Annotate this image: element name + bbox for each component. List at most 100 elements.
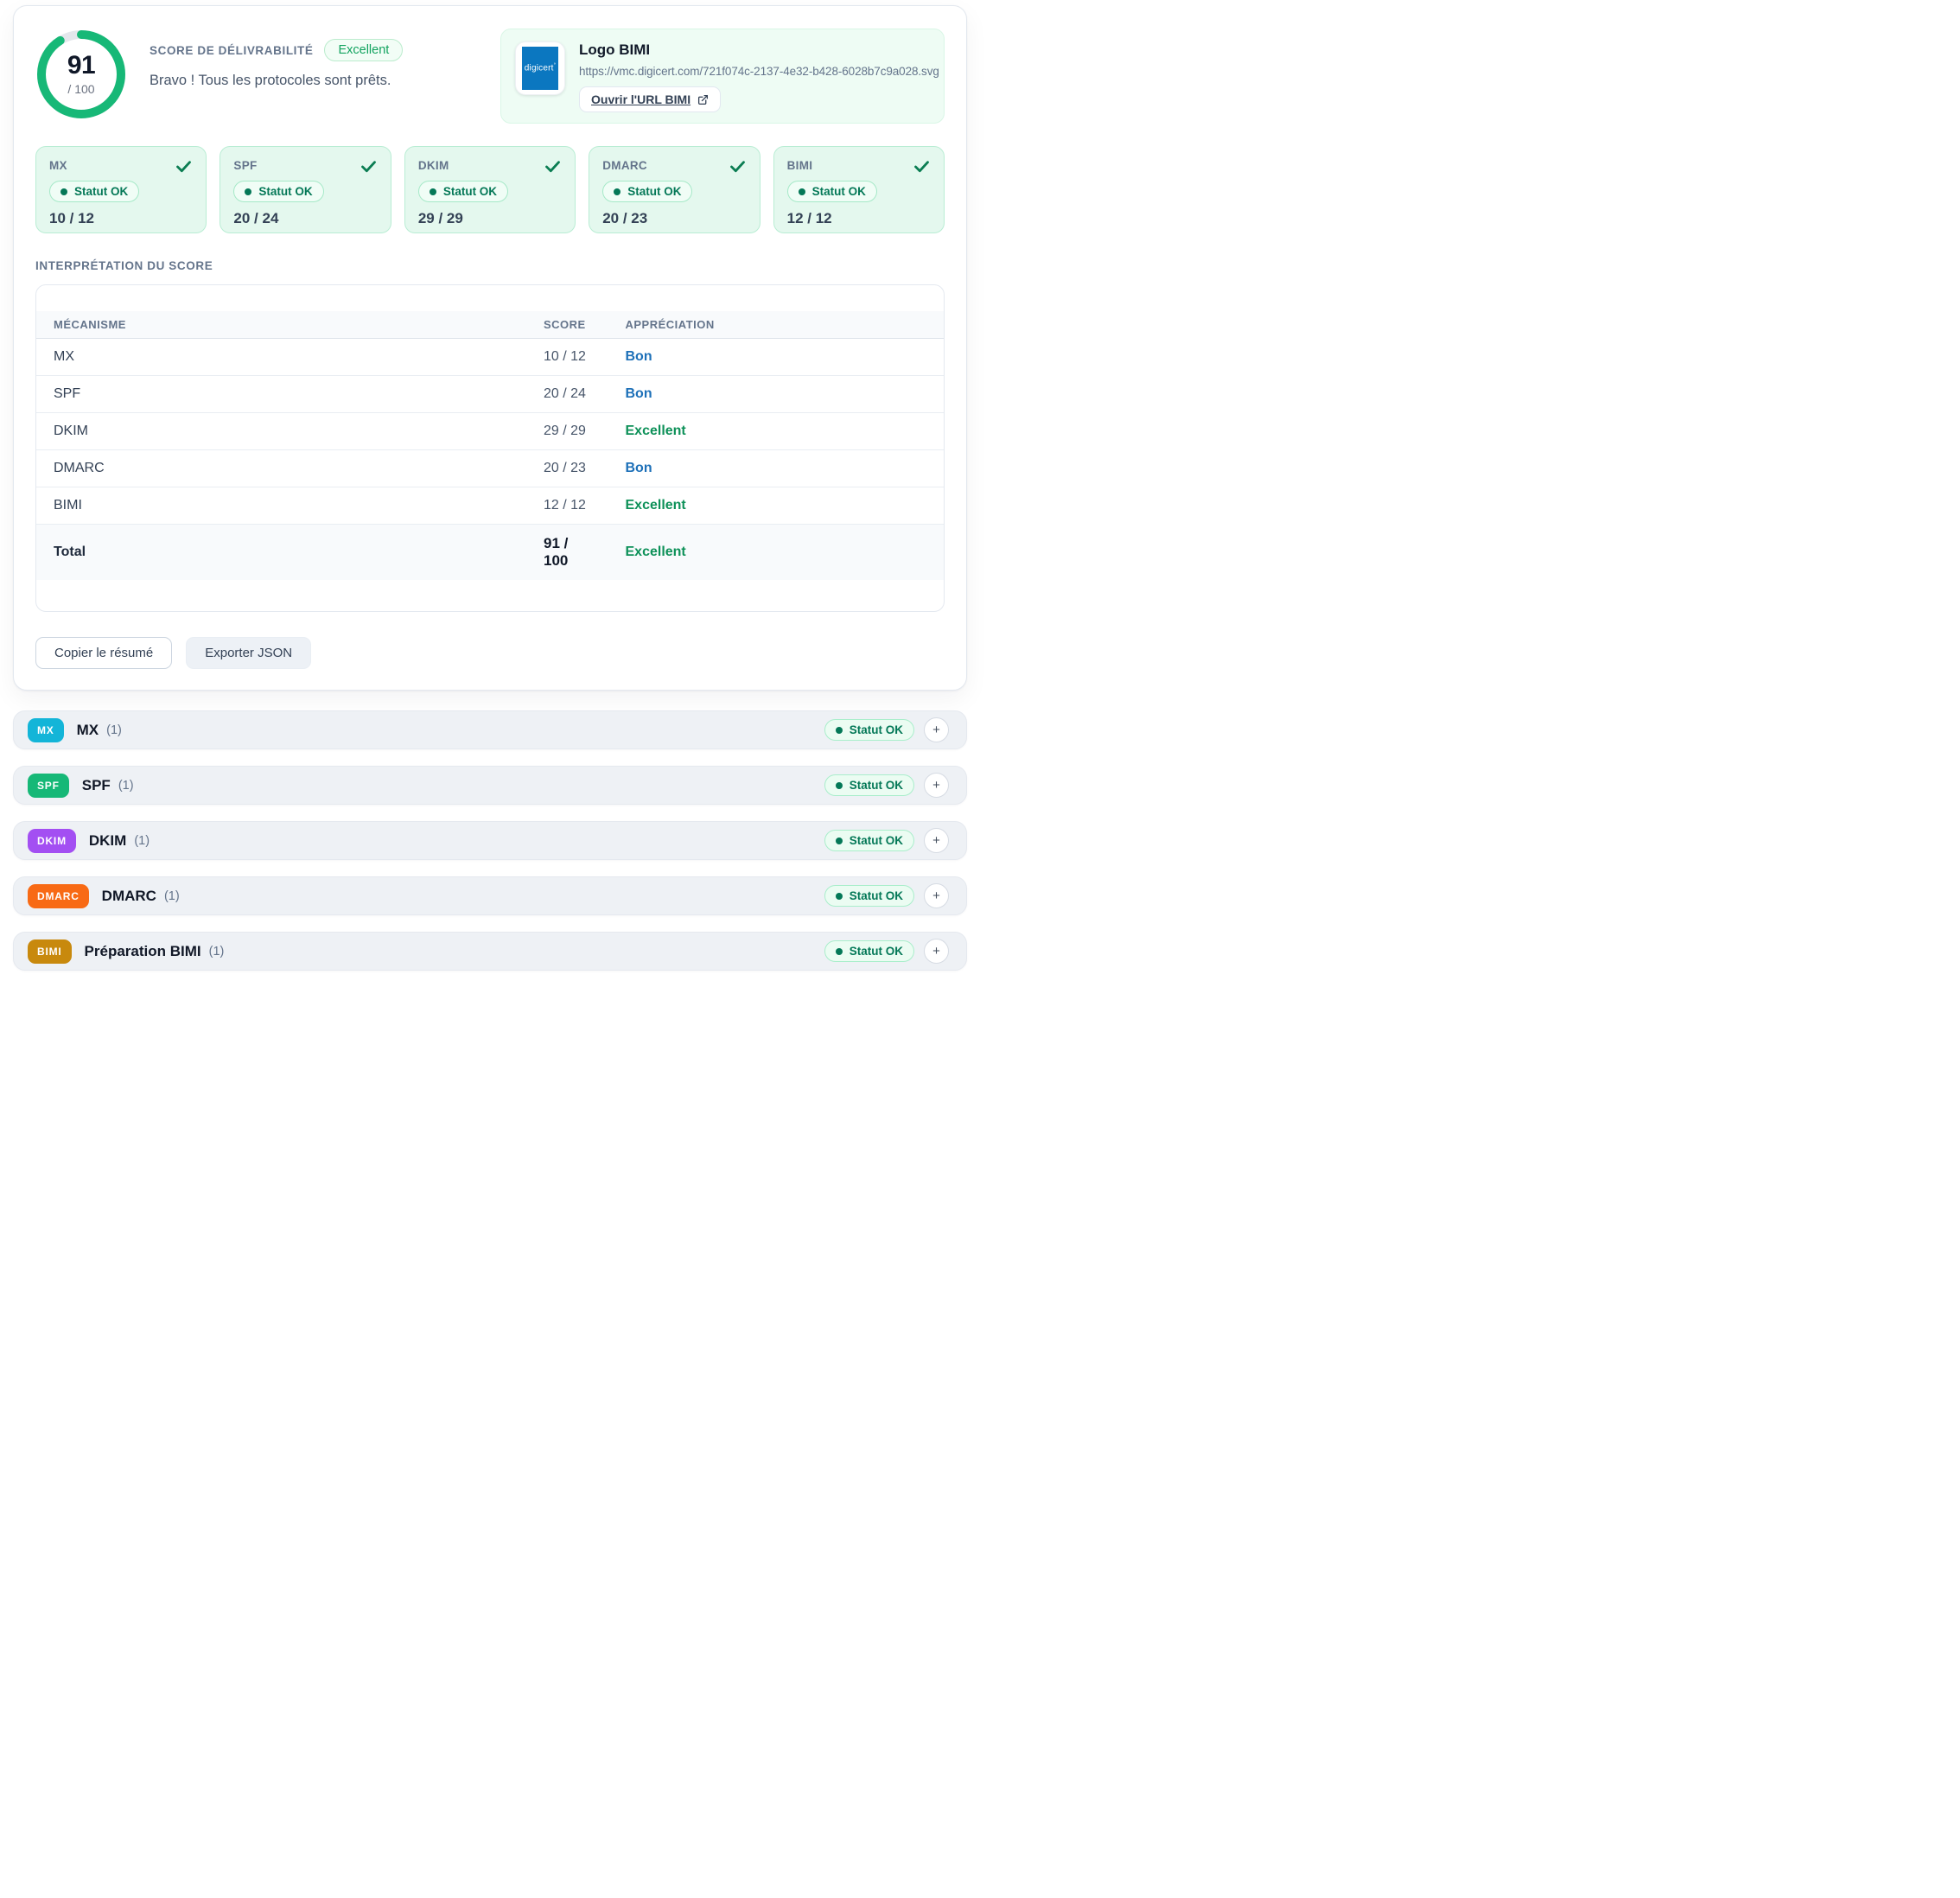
accordion-dmarc[interactable]: DMARC DMARC (1) Statut OK + (13, 876, 967, 915)
plus-icon: + (932, 778, 940, 793)
score-cell: 20 / 23 (526, 449, 608, 487)
appreciation-cell: Excellent (608, 487, 944, 525)
table-row: DKIM 29 / 29 Excellent (36, 412, 944, 450)
appreciation-cell: Bon (608, 338, 944, 376)
appreciation-cell: Excellent (608, 412, 944, 450)
status-ok-badge: Statut OK (602, 181, 693, 202)
accordion-count: (1) (208, 944, 225, 959)
mechanism-cell: DKIM (36, 412, 526, 450)
score-message: Bravo ! Tous les protocoles sont prêts. (150, 73, 391, 88)
interpretation-table: MÉCANISME SCORE APPRÉCIATION MX 10 / 12 … (36, 311, 944, 580)
score-title: SCORE DE DÉLIVRABILITÉ (150, 43, 314, 57)
accordion-dkim[interactable]: DKIM DKIM (1) Statut OK + (13, 821, 967, 860)
dmarc-tag-badge: DMARC (28, 883, 89, 908)
accordion-title: MX (76, 721, 99, 738)
status-card-dmarc: DMARC Statut OK 20 / 23 (589, 146, 760, 233)
interpretation-table-container: MÉCANISME SCORE APPRÉCIATION MX 10 / 12 … (35, 284, 945, 612)
status-card-score: 12 / 12 (786, 210, 832, 226)
protocol-accordions: MX MX (1) Statut OK + SPF SPF (1) Statut… (13, 710, 967, 971)
score-cell: 10 / 12 (526, 338, 608, 376)
accordion-spf[interactable]: SPF SPF (1) Statut OK + (13, 766, 967, 805)
status-dot-icon (835, 726, 843, 734)
column-score: SCORE (526, 311, 608, 339)
status-dot-icon (614, 188, 621, 195)
expand-button[interactable]: + (924, 773, 949, 798)
score-grade-badge: Excellent (324, 39, 404, 61)
accordion-count: (1) (118, 778, 134, 793)
check-icon (360, 157, 378, 175)
plus-icon: + (932, 944, 940, 959)
mechanism-cell: BIMI (36, 487, 526, 525)
accordion-bimi[interactable]: BIMI Préparation BIMI (1) Statut OK + (13, 932, 967, 971)
export-json-button[interactable]: Exporter JSON (186, 637, 312, 669)
bimi-title: Logo BIMI (579, 41, 651, 58)
column-mechanism: MÉCANISME (36, 311, 526, 339)
summary-actions: Copier le résumé Exporter JSON (35, 637, 945, 669)
accordion-mx[interactable]: MX MX (1) Statut OK + (13, 710, 967, 749)
bimi-info: Logo BIMI https://vmc.digicert.com/721f0… (579, 40, 939, 112)
check-icon (729, 157, 747, 175)
status-ok-badge: Statut OK (824, 774, 914, 796)
open-bimi-url-button[interactable]: Ouvrir l'URL BIMI (579, 86, 722, 112)
external-link-icon (697, 94, 709, 105)
copy-summary-button[interactable]: Copier le résumé (35, 637, 173, 669)
table-row: BIMI 12 / 12 Excellent (36, 487, 944, 525)
bimi-logo-card: digicert° Logo BIMI https://vmc.digicert… (500, 29, 945, 124)
check-icon (913, 157, 931, 175)
status-dot-icon (835, 947, 843, 955)
status-ok-badge: Statut OK (824, 830, 914, 851)
score-max: / 100 (67, 82, 95, 96)
score-ring-progress (37, 30, 125, 118)
status-card-score: 29 / 29 (417, 210, 463, 226)
protocol-status-cards: MX Statut OK 10 / 12 SPF Statut OK (35, 146, 945, 233)
deliverability-summary-card: 91 / 100 SCORE DE DÉLIVRABILITÉ Excellen… (13, 5, 967, 691)
spf-tag-badge: SPF (28, 773, 69, 798)
status-ok-badge: Statut OK (417, 181, 509, 202)
table-row: SPF 20 / 24 Bon (36, 375, 944, 413)
expand-button[interactable]: + (924, 883, 949, 908)
status-card-score: 10 / 12 (49, 210, 94, 226)
status-ok-badge: Statut OK (824, 719, 914, 741)
status-dot-icon (835, 892, 843, 900)
bimi-url: https://vmc.digicert.com/721f074c-2137-4… (579, 65, 939, 78)
accordion-count: (1) (134, 833, 150, 848)
digicert-logo: digicert° (522, 47, 558, 90)
status-ok-badge: Statut OK (49, 181, 140, 202)
accordion-count: (1) (106, 723, 122, 737)
table-header-row: MÉCANISME SCORE APPRÉCIATION (36, 311, 944, 339)
total-label-cell: Total (36, 524, 526, 580)
dkim-tag-badge: DKIM (28, 828, 76, 853)
status-card-mx: MX Statut OK 10 / 12 (35, 146, 207, 233)
expand-button[interactable]: + (924, 717, 949, 742)
status-ok-badge: Statut OK (233, 181, 324, 202)
mechanism-cell: MX (36, 338, 526, 376)
expand-button[interactable]: + (924, 828, 949, 853)
status-dot-icon (429, 188, 436, 195)
status-dot-icon (245, 188, 252, 195)
status-card-title: DKIM (417, 159, 449, 172)
status-card-spf: SPF Statut OK 20 / 24 (220, 146, 391, 233)
mechanism-cell: SPF (36, 375, 526, 413)
status-card-title: DMARC (602, 159, 647, 172)
status-dot-icon (835, 781, 843, 789)
status-card-dkim: DKIM Statut OK 29 / 29 (404, 146, 576, 233)
plus-icon: + (932, 888, 940, 903)
total-score-cell: 91 / 100 (526, 524, 608, 580)
table-row: DMARC 20 / 23 Bon (36, 449, 944, 487)
table-total-row: Total 91 / 100 Excellent (36, 524, 944, 580)
accordion-title: DMARC (101, 887, 156, 904)
accordion-title: DKIM (88, 831, 127, 849)
plus-icon: + (932, 833, 940, 848)
status-card-title: SPF (233, 159, 258, 172)
status-ok-badge: Statut OK (786, 181, 877, 202)
appreciation-cell: Bon (608, 449, 944, 487)
check-icon (175, 157, 193, 175)
score-info: SCORE DE DÉLIVRABILITÉ Excellent Bravo !… (150, 39, 404, 89)
mx-tag-badge: MX (28, 717, 64, 742)
accordion-title: Préparation BIMI (84, 942, 201, 959)
score-cell: 29 / 29 (526, 412, 608, 450)
status-card-title: MX (49, 159, 67, 172)
bimi-logo-tile: digicert° (515, 41, 565, 95)
total-appreciation-cell: Excellent (608, 524, 944, 580)
expand-button[interactable]: + (924, 939, 949, 964)
